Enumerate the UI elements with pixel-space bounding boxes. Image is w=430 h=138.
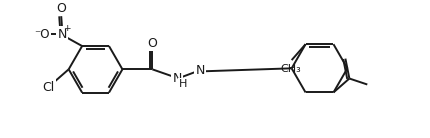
Text: N: N — [57, 28, 67, 41]
Text: O: O — [56, 2, 66, 15]
Text: O: O — [147, 37, 157, 50]
Text: ⁻O: ⁻O — [34, 28, 50, 41]
Text: CH₃: CH₃ — [280, 64, 300, 74]
Text: Cl: Cl — [43, 81, 55, 94]
Text: +: + — [63, 24, 71, 33]
Text: H: H — [178, 79, 187, 89]
Text: N: N — [195, 64, 204, 77]
Text: N: N — [172, 72, 181, 85]
